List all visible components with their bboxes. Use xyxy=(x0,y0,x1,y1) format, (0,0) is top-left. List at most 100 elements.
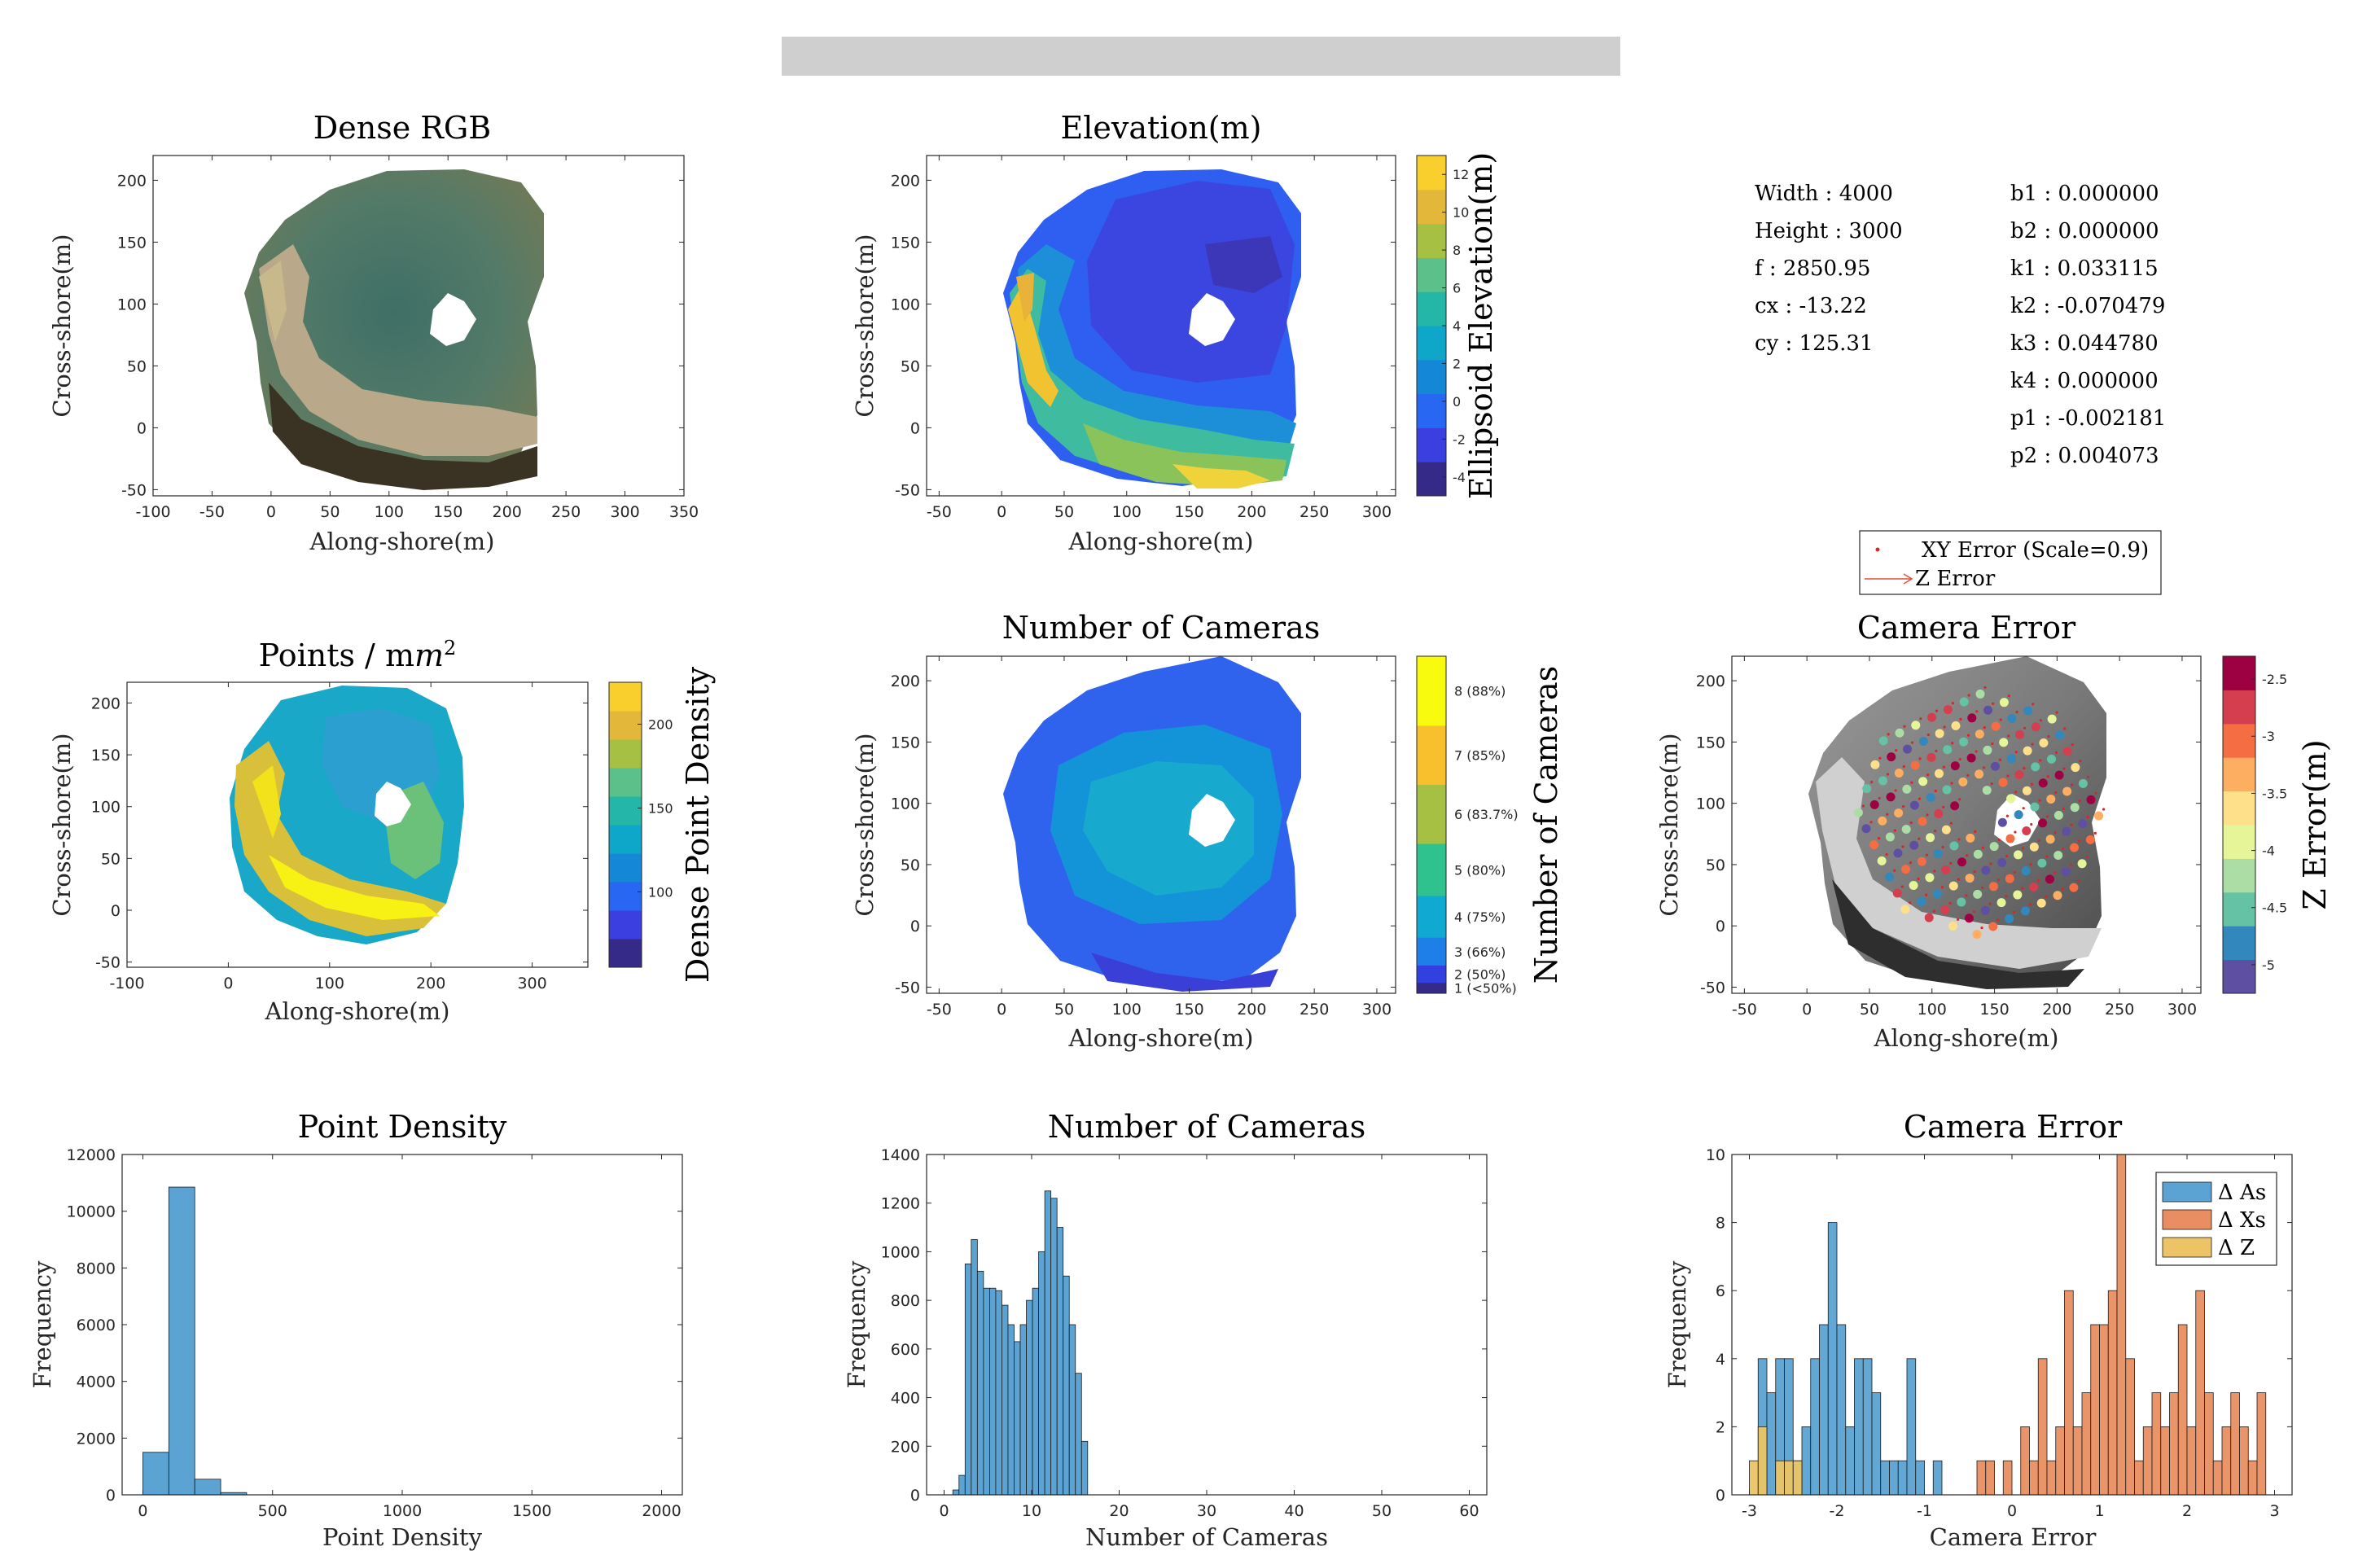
camera-marker xyxy=(1861,824,1871,834)
camera-marker xyxy=(1982,786,1992,795)
xy-error-marker xyxy=(1991,742,1994,746)
y-tick-label: 1400 xyxy=(881,1146,920,1164)
camera-parameters-right: b1 : 0.000000 b2 : 0.000000 k1 : 0.033115 k… xyxy=(2010,182,2166,468)
x-tick-label: 150 xyxy=(1174,503,1203,521)
camera-marker xyxy=(2038,818,2048,828)
x-tick-label: 250 xyxy=(1300,1001,1329,1019)
histogram-bar xyxy=(1915,1460,1925,1496)
camera-marker xyxy=(2062,786,2072,796)
y-tick-label: 50 xyxy=(901,357,920,375)
colorbar-tick-label: 0 xyxy=(1453,394,1461,410)
xy-error-marker xyxy=(2007,694,2010,698)
xy-error-marker xyxy=(1973,870,1976,874)
camera-marker xyxy=(1949,841,1959,851)
camera-marker xyxy=(1902,784,1912,794)
colorbar-tick-label: -4 xyxy=(1453,470,1466,485)
y-tick-label: 50 xyxy=(1706,857,1725,874)
y-tick-label: 600 xyxy=(891,1341,920,1359)
histogram-bar xyxy=(1897,1460,1908,1496)
colorbar-segment xyxy=(2223,858,2255,893)
num-cameras-map-xlabel: Along-shore(m) xyxy=(1068,1024,1254,1052)
xy-error-marker xyxy=(1926,813,1929,817)
axis-ticks: -100 -50 0 50 100 150 200 250 300 350-50050100150… xyxy=(67,156,2292,1520)
points-density-map xyxy=(230,686,464,944)
camera-marker xyxy=(1895,728,1904,738)
num-cameras-map-ylabel: Cross-shore(m) xyxy=(851,733,879,916)
xy-error-marker xyxy=(1991,702,1995,705)
y-tick-label: 0 xyxy=(106,1487,116,1505)
camera-marker xyxy=(1981,865,1991,875)
colorbar-tick-label: 4 xyxy=(1453,318,1461,334)
xy-error-marker xyxy=(2071,743,2074,747)
xy-error-marker xyxy=(1894,789,1897,792)
camera-marker xyxy=(1959,737,1969,747)
camera-marker xyxy=(1996,898,2006,908)
xy-error-marker xyxy=(1958,757,1961,761)
histogram-bar xyxy=(2046,1460,2057,1496)
xy-error-marker xyxy=(2029,863,2032,866)
histogram-bar xyxy=(2186,1426,2197,1496)
histogram-bar xyxy=(1002,1304,1009,1496)
camera-marker xyxy=(2029,882,2039,892)
num-cameras-colorbar: 8 (88%) 7 (85%) 6 (83.7%) 5 (80%) 4 (75%) 3 (… xyxy=(1416,655,1519,997)
xy-error-marker xyxy=(1934,789,1937,793)
camera-marker xyxy=(2022,826,2032,835)
camera-marker xyxy=(1894,768,1904,778)
xy-error-marker xyxy=(1958,798,1961,801)
xy-error-marker xyxy=(2062,767,2066,770)
xy-error-marker xyxy=(1886,773,1890,776)
camera-marker xyxy=(1925,873,1935,883)
xy-error-marker xyxy=(2062,847,2065,851)
x-tick-label: 40 xyxy=(1284,1502,1304,1520)
x-tick-label: 1500 xyxy=(512,1502,551,1520)
histogram-bar xyxy=(2239,1426,2249,1496)
camera-marker xyxy=(2015,729,2025,739)
camera-error-colorbar-label: Z Error(m) xyxy=(2297,739,2333,909)
xy-error-marker xyxy=(2038,799,2041,802)
camera-marker xyxy=(2022,786,2032,795)
histogram-bar xyxy=(2064,1290,2074,1496)
num-cameras-colorbar-label: Number of Cameras xyxy=(1528,666,1564,984)
camera-marker xyxy=(1951,721,1961,730)
xy-error-marker xyxy=(1981,846,1984,849)
xy-error-marker xyxy=(2013,870,2016,874)
histogram-bar xyxy=(1862,1358,1873,1496)
histogram-bar xyxy=(1854,1358,1864,1496)
camera-marker xyxy=(1959,697,1969,707)
camera-marker xyxy=(1997,857,2007,867)
histogram-bar xyxy=(2204,1392,2214,1496)
histogram-bar xyxy=(2195,1290,2205,1496)
camera-marker xyxy=(2013,890,2023,900)
xy-error-marker xyxy=(2078,800,2081,803)
colorbar-tick-label: 4 (75%) xyxy=(1454,909,1506,925)
x-tick-label: 10 xyxy=(1022,1502,1041,1520)
camera-marker xyxy=(2038,778,2048,788)
xy-error-marker xyxy=(2094,791,2097,795)
histogram-bar xyxy=(1019,1324,1027,1496)
xy-error-marker xyxy=(1910,781,1913,784)
camera-marker xyxy=(1911,721,1921,730)
camera-marker xyxy=(1894,808,1904,818)
xy-error-marker xyxy=(1949,822,1953,825)
camera-marker xyxy=(2077,859,2087,869)
xy-error-marker xyxy=(2005,814,2009,817)
colorbar-frame xyxy=(2222,655,2256,994)
camera-marker xyxy=(1869,840,1879,850)
xy-error-marker xyxy=(1917,877,1920,881)
xy-error-marker xyxy=(2005,895,2008,898)
histogram-bar xyxy=(1810,1358,1820,1496)
camera-param-right: k2 : -0.070479 xyxy=(2010,294,2165,318)
x-tick-label: -50 xyxy=(1732,1001,1757,1019)
histogram-bar xyxy=(1007,1324,1015,1496)
y-tick-label: 200 xyxy=(891,1438,920,1456)
dense-rgb-panel: Dense RGB Along-shore(m) Cross-shore(m) xyxy=(48,110,685,555)
xy-error-marker xyxy=(2069,863,2072,866)
camera-marker xyxy=(1989,842,1999,852)
camera-marker xyxy=(1869,800,1879,809)
camera-marker xyxy=(2053,810,2063,820)
camera-marker xyxy=(1892,888,1902,898)
xy-error-marker xyxy=(1966,734,1970,737)
xy-error-marker xyxy=(1893,869,1896,872)
colorbar-segment xyxy=(1417,462,1446,497)
x-tick-label: 0 xyxy=(939,1502,949,1520)
